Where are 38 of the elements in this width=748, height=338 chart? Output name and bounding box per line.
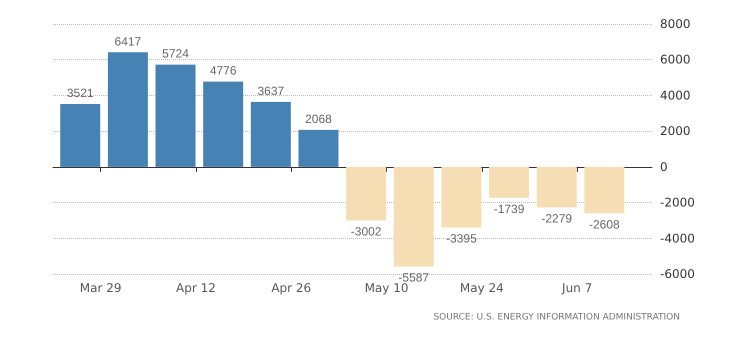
y-tick-label: -2000 — [660, 196, 695, 210]
bar — [298, 130, 338, 167]
bar — [203, 82, 244, 167]
bar — [394, 166, 434, 267]
y-tick-label: 6000 — [660, 52, 691, 67]
bar — [250, 102, 291, 167]
y-tick-label: -4000 — [660, 231, 695, 246]
data-label: -3002 — [350, 224, 382, 238]
bar — [441, 166, 482, 228]
data-label: 4776 — [210, 64, 237, 78]
x-tick-label: Jun 7 — [561, 281, 592, 295]
source-note: SOURCE: U.S. ENERGY INFORMATION ADMINISTRATION — [433, 312, 680, 322]
x-tick-label: May 24 — [460, 281, 504, 295]
x-tick-label: Apr 12 — [176, 281, 216, 295]
data-label: -3395 — [446, 231, 478, 246]
data-label: 5724 — [162, 46, 190, 61]
bar — [60, 104, 100, 167]
y-tick-label: 4000 — [660, 88, 691, 102]
data-label: 3637 — [257, 84, 284, 98]
data-label: 2068 — [305, 112, 332, 126]
bar — [346, 166, 386, 220]
y-tick-label: 0 — [660, 160, 668, 174]
y-tick-label: -6000 — [660, 267, 695, 281]
x-tick-label: May 10 — [364, 281, 408, 295]
y-tick-label: 2000 — [660, 124, 691, 138]
y-tick-label: 8000 — [660, 17, 691, 31]
bar — [156, 64, 196, 167]
x-tick-label: Mar 29 — [80, 281, 122, 295]
data-label: -2608 — [589, 217, 620, 232]
data-label: -2279 — [541, 212, 572, 226]
bar — [108, 52, 148, 167]
x-tick-label: Apr 26 — [271, 281, 312, 295]
bar — [536, 166, 577, 208]
data-label: -1739 — [494, 202, 525, 216]
bar — [489, 166, 530, 198]
data-label: 6417 — [114, 34, 142, 48]
data-label: 3521 — [66, 86, 94, 100]
bar — [584, 166, 624, 214]
